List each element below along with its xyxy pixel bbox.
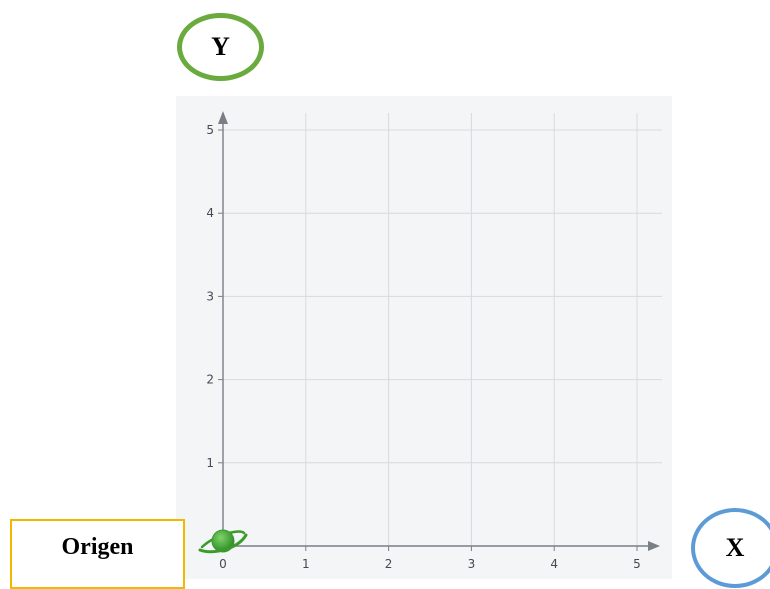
tick-labels: 0 1 2 3 4 5 1 2 3 4 5 <box>206 123 640 571</box>
x-tick-label-0: 0 <box>219 557 227 571</box>
points <box>200 530 246 552</box>
x-axis-arrow-icon <box>648 541 660 551</box>
x-tick-label-1: 1 <box>302 557 310 571</box>
axes <box>218 111 660 551</box>
y-tick-label-4: 4 <box>206 206 214 220</box>
x-tick-label-2: 2 <box>385 557 393 571</box>
y-axis-badge-label: Y <box>211 32 230 62</box>
grid-lines <box>223 113 662 546</box>
origin-label: Origen <box>62 534 134 561</box>
x-tick-label-3: 3 <box>468 557 476 571</box>
y-tick-label-1: 1 <box>206 456 214 470</box>
x-tick-label-5: 5 <box>633 557 641 571</box>
y-tick-label-2: 2 <box>206 373 214 387</box>
x-axis-badge-label: X <box>726 533 745 563</box>
planet-icon <box>200 530 246 552</box>
y-tick-label-3: 3 <box>206 289 214 303</box>
x-axis-badge: X <box>691 508 770 588</box>
y-axis-arrow-icon <box>218 111 228 124</box>
y-axis-badge: Y <box>177 13 264 81</box>
x-tick-label-4: 4 <box>550 557 558 571</box>
y-tick-label-5: 5 <box>206 123 214 137</box>
